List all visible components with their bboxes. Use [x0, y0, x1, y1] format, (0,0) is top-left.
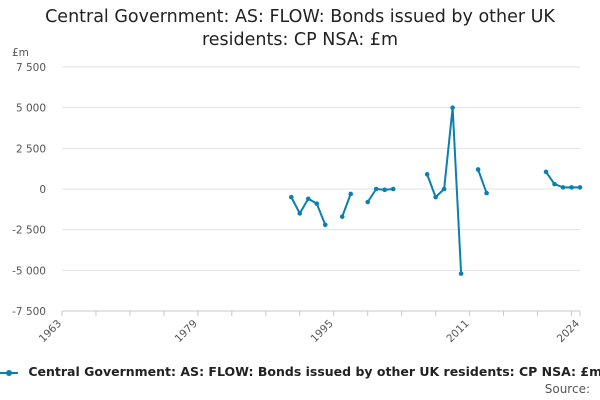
data-point[interactable]: [382, 187, 387, 193]
x-axis-ticks: 1963 1979 1995 2011 2024: [37, 317, 583, 345]
y-tick-label: -2 500: [12, 225, 46, 237]
data-point[interactable]: [348, 191, 354, 197]
x-tick-label: 2024: [555, 317, 583, 345]
data-point[interactable]: [424, 172, 430, 177]
data-point[interactable]: [365, 199, 371, 205]
data-point[interactable]: [373, 186, 379, 192]
x-tick-label: 2011: [444, 318, 471, 345]
x-tick-label: 1979: [173, 318, 200, 345]
legend-label: Central Government: AS: FLOW: Bonds issu…: [28, 364, 600, 379]
data-point[interactable]: [569, 185, 574, 190]
data-point[interactable]: [552, 181, 557, 187]
data-point[interactable]: [390, 186, 396, 192]
data-point[interactable]: [433, 194, 438, 200]
data-point[interactable]: [441, 186, 447, 192]
data-point[interactable]: [458, 271, 464, 276]
chart-title: Central Government: AS: FLOW: Bonds issu…: [45, 7, 555, 50]
series-segment: [477, 169, 488, 194]
data-point[interactable]: [314, 201, 320, 206]
data-point[interactable]: [577, 185, 583, 190]
y-axis-ticks: 7 500 5 000 2 500 0 -2 500 -5 000 -7 500: [12, 62, 46, 318]
data-point[interactable]: [339, 214, 345, 219]
y-tick-label: -5 000: [12, 265, 46, 277]
data-point[interactable]: [475, 167, 481, 172]
x-tick-label: 1995: [308, 318, 335, 345]
series-points: [288, 105, 583, 276]
legend-swatch-icon: [0, 369, 18, 376]
data-point[interactable]: [560, 185, 566, 190]
data-point[interactable]: [450, 105, 455, 110]
y-tick-label: 7 500: [16, 62, 46, 74]
series-segment: [290, 196, 327, 226]
data-point[interactable]: [305, 196, 311, 202]
data-point[interactable]: [297, 211, 303, 216]
y-axis-unit-label: £m: [12, 47, 29, 59]
series-line: [290, 106, 580, 274]
data-point[interactable]: [484, 190, 489, 196]
series-segment: [366, 188, 394, 203]
data-point[interactable]: [322, 222, 328, 228]
series-segment: [545, 171, 580, 189]
y-tick-label: -7 500: [12, 306, 46, 318]
source-label: Source:: [544, 382, 590, 396]
series-segment: [341, 193, 352, 218]
y-tick-label: 0: [39, 184, 46, 196]
data-point[interactable]: [543, 169, 549, 175]
legend[interactable]: Central Government: AS: FLOW: Bonds issu…: [0, 364, 600, 379]
x-tick-label: 1963: [37, 318, 64, 345]
data-point[interactable]: [288, 194, 294, 200]
y-tick-label: 5 000: [16, 103, 46, 115]
axes: [61, 310, 581, 316]
grid-lines: [62, 66, 580, 312]
y-tick-label: 2 500: [16, 143, 46, 155]
